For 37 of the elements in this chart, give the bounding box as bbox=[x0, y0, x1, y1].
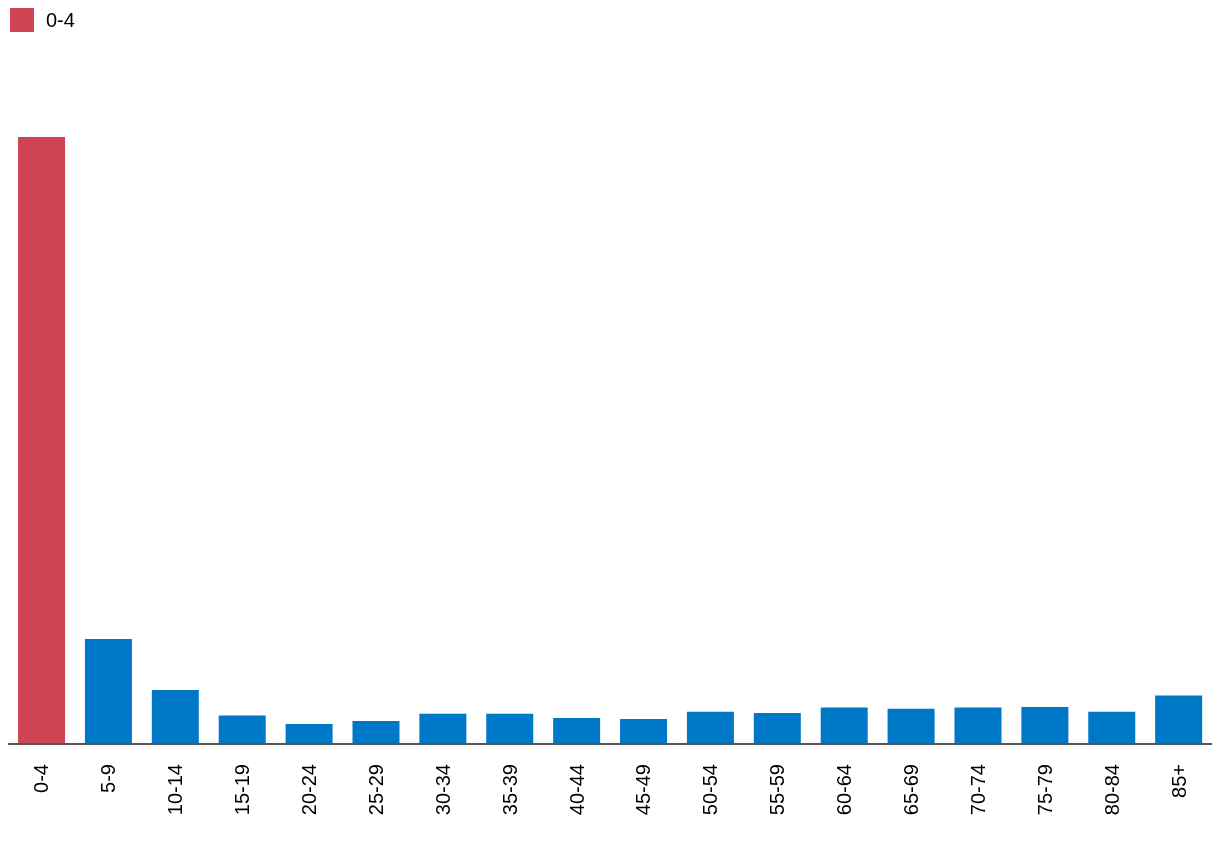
x-tick-label: 50-54 bbox=[699, 764, 722, 816]
x-tick-label: 75-79 bbox=[1033, 764, 1056, 816]
bar bbox=[820, 707, 868, 744]
bar bbox=[753, 713, 801, 744]
x-tick-label: 10-14 bbox=[164, 764, 187, 816]
x-tick-label: 55-59 bbox=[766, 764, 789, 816]
bar bbox=[18, 137, 66, 744]
bar bbox=[151, 689, 199, 744]
bar bbox=[486, 713, 534, 744]
x-tick-label: 70-74 bbox=[966, 764, 989, 816]
bar bbox=[553, 717, 601, 744]
x-tick-label: 20-24 bbox=[298, 764, 320, 816]
bar bbox=[1021, 706, 1069, 744]
bar bbox=[887, 708, 935, 744]
x-tick-label: 5-9 bbox=[97, 764, 120, 793]
bar bbox=[620, 719, 668, 744]
x-tick-label: 65-69 bbox=[900, 764, 922, 816]
legend-label: 0-4 bbox=[46, 8, 75, 32]
bar bbox=[218, 715, 266, 744]
bar bbox=[1155, 695, 1203, 744]
bar bbox=[686, 711, 734, 744]
bar bbox=[84, 638, 132, 744]
x-tick-label: 45-49 bbox=[632, 764, 655, 816]
x-tick-label: 0-4 bbox=[30, 764, 53, 793]
bar bbox=[1088, 711, 1136, 744]
x-tick-label: 80-84 bbox=[1100, 764, 1123, 816]
bar bbox=[954, 707, 1002, 744]
bar bbox=[285, 723, 333, 744]
bar bbox=[419, 713, 467, 744]
x-tick-label: 40-44 bbox=[565, 764, 588, 816]
x-tick-label: 30-34 bbox=[431, 764, 454, 816]
x-tick-label: 35-39 bbox=[498, 764, 521, 816]
x-tick-label: 15-19 bbox=[231, 764, 254, 816]
bar bbox=[352, 720, 400, 744]
x-tick-label: 25-29 bbox=[364, 764, 387, 816]
x-tick-label: 60-64 bbox=[833, 764, 856, 816]
x-tick-label: 85+ bbox=[1167, 764, 1190, 798]
